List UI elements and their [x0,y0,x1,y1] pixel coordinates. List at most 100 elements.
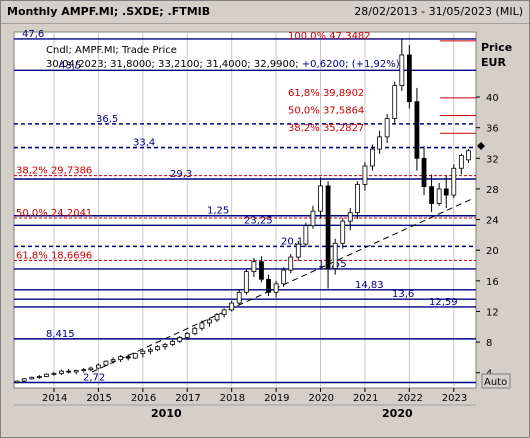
legend-line-1: Cndl; AMPF.MI; Trade Price [46,45,177,56]
x-tick-label: 2023 [442,393,467,404]
candle-body [318,185,323,212]
fib-label: 38,2% 35,2827 [288,123,364,134]
legend-line-2: 30/04/2023; 31,8000; 33,2100; 31,4000; 3… [46,59,400,70]
level-label: 17,55 [318,259,347,270]
candle-body [192,327,198,335]
candle-body [347,212,353,222]
candle-body [266,278,271,293]
candle-body [370,148,375,167]
candle-body [451,167,457,196]
candle-body [443,188,449,196]
candle-body [221,309,227,315]
legend-change: +0,6200; (+1,92%) [302,59,400,70]
candle-body [110,359,116,362]
date-range: 28/02/2013 - 31/05/2023 (MIL) [354,5,523,18]
candle-body [118,356,124,361]
level-label: 47,6 [22,29,44,40]
candle-body [96,364,101,369]
candle-body [414,101,420,159]
x-tick-label: 2022 [397,393,422,404]
level-label: 29,3 [170,169,192,180]
candle-body [103,360,109,366]
candle-body [310,210,316,227]
vertical-gridlines [53,32,455,388]
candle-body [155,346,160,351]
fib-label: 38,2% 29,7386 [16,166,92,177]
time-axis: 2014 2015 2016 2017 2018 2019 2020 2021 2022 2023… [42,388,467,420]
x-tick-label: 2019 [264,393,289,404]
candle-body [14,380,20,383]
fib-label: 50,0% 24,2041 [16,208,92,219]
candle-body [199,322,205,329]
level-label: 43,5 [59,60,81,71]
current-price-marker [477,142,485,150]
level-label: 23,25 [244,215,273,226]
x-tick-label: 2016 [131,393,156,404]
level-label: 12,59 [429,297,458,308]
level-label: 8,415 [46,329,75,340]
fib-label: 50,0% 37,5864 [288,106,364,117]
candle-body [29,376,35,380]
candle-body [354,183,360,214]
candle-body [66,370,72,373]
level-label: 33,4 [133,138,155,149]
chart-title: Monthly AMPF.MI; .SXDE; .FTMIB [7,5,211,18]
level-label: 2,72 [83,372,105,383]
candle-body [21,378,27,382]
auto-scale-button[interactable] [481,373,511,389]
candle-body [436,188,442,204]
candle-body [140,350,146,354]
fib-label: 100,0% 47,3482 [288,31,371,42]
level-label: 14,83 [355,280,384,291]
candle-body [207,319,212,324]
candle-body [73,369,79,373]
candle-body [251,261,257,273]
y-tick-label: 16 [486,277,499,288]
candle-body [362,165,368,185]
x-tick-label: 2015 [86,393,111,404]
candle-body [125,356,131,359]
candle-body [288,256,294,271]
y-tick-label: 40 [486,93,499,104]
candle-body [466,150,471,161]
y-tick-label: 20 [486,246,499,257]
level-label: 20,1 [281,236,303,247]
x-tick-label: 2018 [220,393,245,404]
candle-body [458,155,464,169]
currency-label: EUR [481,56,506,69]
candle-body [59,370,64,374]
candle-body [81,369,87,372]
candle-body [36,376,42,378]
candlesticks [14,38,471,384]
horizontal-levels: 47,6 43,5 36,5 33,4 29,3 1,25 23,25 20,1 17,55 14… [14,29,476,383]
candle-body [243,271,249,293]
x-tick-label: 2017 [175,393,200,404]
candle-body [340,220,346,244]
candle-body [377,136,383,150]
candle-body [295,243,301,258]
x-tick-label: 2014 [42,393,67,404]
candle-body [44,373,49,377]
candle-body [325,185,331,269]
decade-label: 2020 [382,407,413,420]
auto-scale-label: Auto [484,377,507,388]
level-label: 1,25 [207,206,229,217]
candle-body [88,367,94,371]
level-label: 13,6 [392,289,414,300]
decade-label: 2010 [151,407,182,420]
candle-body [184,333,190,338]
level-label: 36,5 [96,114,118,125]
legend-ohlc: 30/04/2023; 31,8000; 33,2100; 31,4000; 3… [46,59,299,70]
x-tick-label: 2020 [309,393,334,404]
candle-body [259,261,264,280]
fib-label: 61,8% 39,8902 [288,88,364,99]
candle-body [214,314,220,321]
fib-label: 61,8% 18,6696 [16,250,92,261]
price-axis-label: Price [481,41,512,54]
y-tick-label: 12 [486,307,499,318]
candle-body [132,353,138,359]
candle-body [399,54,405,86]
fibonacci-levels: 100,0% 47,3482 61,8% 39,8902 50,0% 37,5864… [14,31,476,261]
y-tick-label: 28 [486,185,499,196]
